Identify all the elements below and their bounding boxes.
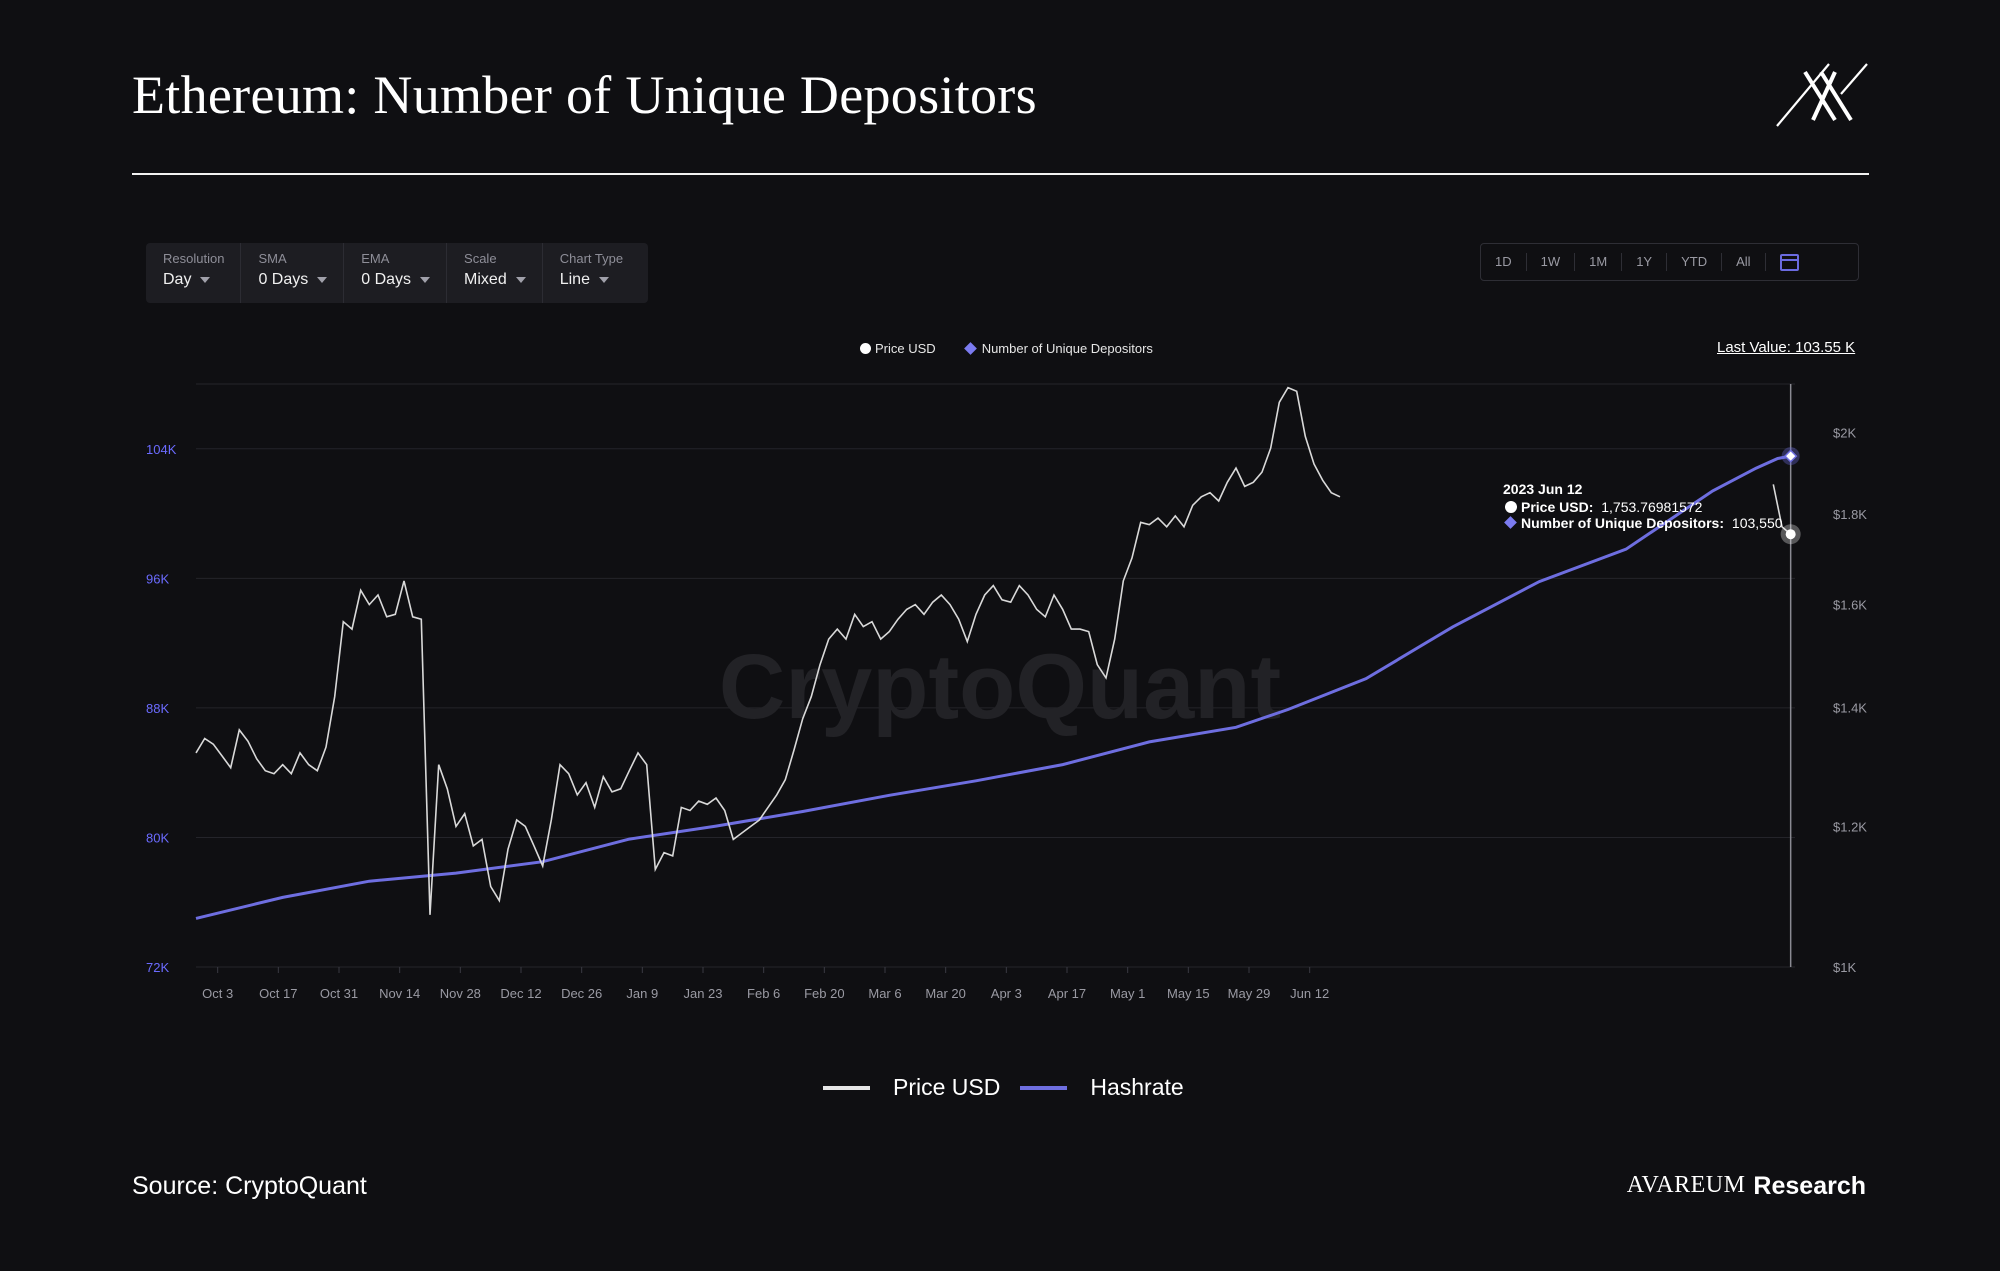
- range-1m-button[interactable]: 1M: [1575, 253, 1623, 271]
- cryptoquant-watermark: CryptoQuant: [719, 636, 1281, 738]
- chart-type-dropdown[interactable]: Chart Type Line: [543, 243, 639, 303]
- chart-toolbar: Resolution Day SMA 0 Days EMA 0 Days Sca…: [146, 243, 648, 303]
- resolution-label: Resolution: [163, 251, 225, 266]
- x-tick-label: Apr 17: [1048, 986, 1086, 1001]
- y-right-tick-label: $1.6K: [1833, 598, 1867, 613]
- chevron-down-icon: [515, 276, 526, 283]
- chart-top-legend: Price USD Number of Unique Depositors: [860, 341, 1153, 356]
- tooltip-depositors-label: Number of Unique Depositors:: [1521, 515, 1724, 531]
- x-tick-label: Jan 9: [626, 986, 658, 1001]
- bottom-legend-price-label: Price USD: [893, 1074, 1001, 1100]
- tooltip-depositors-value: 103,550: [1732, 515, 1783, 531]
- y-left-tick-label: 80K: [146, 830, 169, 845]
- tooltip-price-value: 1,753.76981572: [1601, 499, 1702, 515]
- scale-label: Scale: [464, 251, 497, 266]
- range-all-button[interactable]: All: [1722, 253, 1766, 271]
- range-1y-button[interactable]: 1Y: [1622, 253, 1668, 271]
- sma-dropdown[interactable]: SMA 0 Days: [241, 243, 345, 303]
- x-tick-label: Nov 28: [440, 986, 481, 1001]
- x-tick-label: Feb 6: [747, 986, 780, 1001]
- range-1w-button[interactable]: 1W: [1527, 253, 1576, 271]
- x-tick-label: May 1: [1110, 986, 1145, 1001]
- y-left-tick-label: 104K: [146, 442, 177, 457]
- y-left-tick-label: 88K: [146, 701, 169, 716]
- chart-tooltip: 2023 Jun 12 Price USD: 1,753.76981572 Nu…: [1503, 481, 1783, 531]
- x-tick-label: Oct 17: [259, 986, 297, 1001]
- x-tick-label: Mar 20: [925, 986, 965, 1001]
- footer-brand: AVAREUM Research: [1627, 1172, 1866, 1201]
- y-right-tick-label: $1.4K: [1833, 701, 1867, 716]
- x-tick-label: May 15: [1167, 986, 1210, 1001]
- scale-dropdown[interactable]: Scale Mixed: [447, 243, 543, 303]
- tooltip-price-row: Price USD: 1,753.76981572: [1521, 499, 1703, 515]
- tooltip-date: 2023 Jun 12: [1503, 481, 1583, 497]
- scale-value: Mixed: [464, 271, 507, 288]
- x-tick-label: Jun 12: [1290, 986, 1329, 1001]
- tooltip-depositors-marker: [1504, 516, 1517, 529]
- y-left-tick-label: 72K: [146, 960, 169, 975]
- price-series-line: [195, 386, 1341, 915]
- resolution-value: Day: [163, 271, 192, 288]
- y-right-tick-label: $2K: [1833, 426, 1856, 441]
- footer-brand-suffix: Research: [1753, 1172, 1866, 1200]
- tooltip-price-label: Price USD:: [1521, 499, 1593, 515]
- bottom-legend: Price USD Hashrate: [823, 1074, 1204, 1101]
- legend-price-label: Price USD: [875, 341, 936, 356]
- price-hover-marker: [1785, 529, 1796, 540]
- x-tick-label: Dec 12: [500, 986, 541, 1001]
- legend-item-price[interactable]: Price USD: [860, 341, 936, 356]
- bottom-legend-hashrate-label: Hashrate: [1090, 1074, 1184, 1100]
- source-text: Source: CryptoQuant: [132, 1172, 367, 1200]
- x-tick-label: Feb 20: [804, 986, 844, 1001]
- time-range-bar: 1D 1W 1M 1Y YTD All: [1480, 243, 1859, 281]
- chevron-down-icon: [420, 276, 431, 283]
- x-tick-label: Jan 23: [683, 986, 722, 1001]
- bottom-legend-price[interactable]: Price USD: [823, 1074, 1000, 1101]
- brand-logo: [1776, 63, 1868, 127]
- page-title: Ethereum: Number of Unique Depositors: [132, 65, 1037, 125]
- x-tick-label: Apr 3: [991, 986, 1022, 1001]
- x-tick-label: Oct 3: [202, 986, 233, 1001]
- calendar-icon[interactable]: [1779, 253, 1799, 271]
- range-1d-button[interactable]: 1D: [1481, 253, 1527, 271]
- chart-type-label: Chart Type: [559, 251, 624, 266]
- range-ytd-button[interactable]: YTD: [1667, 253, 1723, 271]
- chart-type-value: Line: [559, 271, 590, 288]
- chevron-down-icon: [317, 276, 328, 283]
- line-swatch-icon: [1020, 1085, 1068, 1090]
- resolution-dropdown[interactable]: Resolution Day: [146, 243, 242, 303]
- y-right-tick-label: $1.2K: [1833, 819, 1867, 834]
- ema-dropdown[interactable]: EMA 0 Days: [344, 243, 448, 303]
- x-tick-label: Nov 14: [379, 986, 420, 1001]
- ema-value: 0 Days: [361, 271, 412, 288]
- footer-brand-name: AVAREUM: [1626, 1172, 1746, 1198]
- x-tick-label: Mar 6: [868, 986, 901, 1001]
- depositors-hover-marker: [1783, 449, 1798, 463]
- chevron-down-icon: [598, 276, 609, 283]
- title-divider: [132, 173, 1869, 175]
- bottom-legend-hashrate[interactable]: Hashrate: [1020, 1074, 1184, 1101]
- x-tick-label: May 29: [1228, 986, 1271, 1001]
- y-right-tick-label: $1.8K: [1833, 507, 1867, 522]
- legend-item-depositors[interactable]: Number of Unique Depositors: [963, 341, 1153, 356]
- circle-marker-icon: [860, 343, 871, 354]
- y-left-tick-label: 96K: [146, 571, 169, 586]
- sma-value: 0 Days: [258, 271, 309, 288]
- line-swatch-icon: [823, 1085, 870, 1090]
- legend-depositors-label: Number of Unique Depositors: [981, 341, 1153, 356]
- x-tick-label: Oct 31: [320, 986, 358, 1001]
- depositors-series-line: [195, 454, 1791, 920]
- chevron-down-icon: [200, 276, 211, 283]
- ema-label: EMA: [361, 251, 390, 266]
- tooltip-price-marker: [1505, 501, 1517, 513]
- tooltip-depositors-row: Number of Unique Depositors: 103,550: [1521, 515, 1783, 531]
- y-right-tick-label: $1K: [1833, 960, 1856, 975]
- x-tick-label: Dec 26: [561, 986, 602, 1001]
- last-value-link[interactable]: Last Value: 103.55 K: [1717, 339, 1856, 356]
- sma-label: SMA: [258, 251, 287, 266]
